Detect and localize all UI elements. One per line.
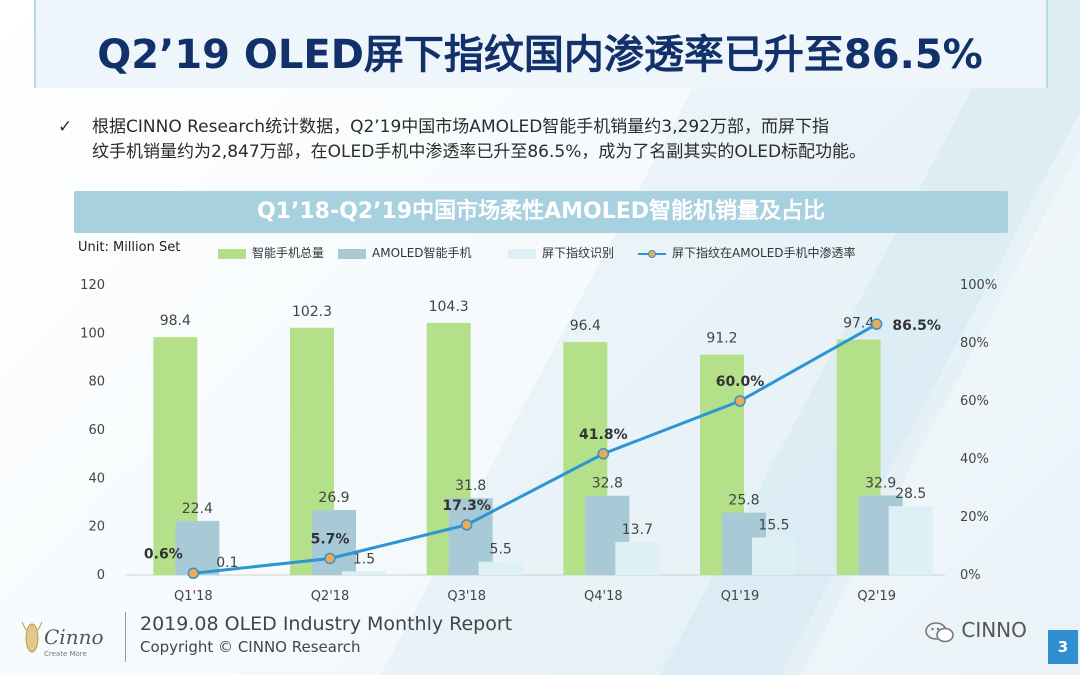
bar-amoled bbox=[175, 520, 220, 575]
page-number: 3 bbox=[1048, 630, 1078, 664]
unit-label: Unit: Million Set bbox=[78, 240, 181, 255]
bar-fingerprint bbox=[342, 571, 386, 575]
data-label-amoled: 26.9 bbox=[318, 490, 349, 506]
x-tick-label: Q3'18 bbox=[447, 589, 486, 604]
y-tick-label: 120 bbox=[80, 278, 105, 293]
penetration-point bbox=[187, 567, 200, 580]
footer-divider bbox=[125, 612, 126, 662]
data-label-fingerprint: 13.7 bbox=[622, 522, 653, 538]
y-tick-label: 80 bbox=[88, 375, 105, 390]
y2-tick-label: 60% bbox=[960, 394, 989, 409]
penetration-point bbox=[597, 448, 610, 460]
logo-text: Cinno bbox=[44, 625, 104, 649]
legend-item: 屏下指纹识别 bbox=[508, 244, 614, 261]
wechat-icon bbox=[925, 621, 954, 642]
penetration-label: 86.5% bbox=[892, 318, 941, 334]
penetration-label: 60.0% bbox=[716, 374, 765, 390]
data-label-fingerprint: 15.5 bbox=[758, 518, 789, 534]
bar-amoled bbox=[312, 509, 356, 575]
y-tick-label: 100 bbox=[80, 326, 105, 341]
penetration-line bbox=[193, 322, 878, 575]
penetration-label: 41.8% bbox=[579, 427, 628, 443]
y2-tick-label: 100% bbox=[960, 278, 997, 293]
data-label-total: 97.4 bbox=[843, 316, 874, 332]
legend-swatch bbox=[218, 248, 246, 259]
x-tick-label: Q2'18 bbox=[311, 589, 350, 604]
legend-item: AMOLED智能手机 bbox=[338, 244, 472, 261]
cinno-logo: Cinno Create More bbox=[21, 621, 104, 658]
penetration-point bbox=[870, 318, 883, 330]
data-label-amoled: 31.8 bbox=[455, 478, 486, 494]
legend-swatch bbox=[338, 248, 366, 259]
legend-swatch bbox=[508, 248, 536, 259]
data-label-fingerprint: 5.5 bbox=[490, 542, 512, 558]
legend-label: 屏下指纹在AMOLED手机中渗透率 bbox=[672, 246, 856, 260]
y2-tick-label: 0% bbox=[960, 568, 981, 583]
copyright: Copyright © CINNO Research bbox=[140, 638, 361, 656]
data-label-amoled: 32.9 bbox=[865, 475, 896, 491]
data-label-total: 91.2 bbox=[706, 331, 737, 347]
penetration-label: 17.3% bbox=[442, 498, 491, 514]
page-title: Q2’19 OLED屏下指纹国内渗透率已升至86.5% bbox=[97, 32, 983, 78]
legend-label: 智能手机总量 bbox=[252, 246, 325, 260]
data-label-amoled: 32.8 bbox=[592, 476, 623, 492]
data-label-fingerprint: 0.1 bbox=[216, 555, 238, 571]
y-tick-label: 0 bbox=[97, 568, 105, 583]
chart-title-banner: Q1’18-Q2’19中国市场柔性AMOLED智能机销量及占比 bbox=[74, 191, 1008, 233]
penetration-label: 5.7% bbox=[311, 531, 350, 547]
x-tick-label: Q1'19 bbox=[721, 589, 760, 604]
data-label-amoled: 25.8 bbox=[728, 493, 759, 509]
data-label-total: 96.4 bbox=[570, 318, 601, 334]
y-tick-label: 60 bbox=[88, 423, 105, 438]
penetration-label: 0.6% bbox=[144, 546, 183, 562]
bar-fingerprint bbox=[752, 537, 796, 575]
y-tick-label: 40 bbox=[88, 471, 105, 486]
y2-tick-label: 40% bbox=[960, 452, 989, 467]
y-tick-label: 20 bbox=[88, 520, 105, 535]
legend-item: 智能手机总量 bbox=[218, 244, 324, 261]
data-label-fingerprint: 28.5 bbox=[895, 486, 926, 502]
chart-title: Q1’18-Q2’19中国市场柔性AMOLED智能机销量及占比 bbox=[256, 199, 826, 224]
bar-fingerprint bbox=[888, 506, 933, 575]
legend-label: 屏下指纹识别 bbox=[542, 246, 615, 260]
data-label-total: 104.3 bbox=[429, 299, 469, 315]
data-label-total: 102.3 bbox=[292, 304, 332, 320]
penetration-point bbox=[734, 395, 746, 407]
x-tick-label: Q2'19 bbox=[857, 589, 896, 604]
logo-cicada-icon bbox=[25, 623, 39, 653]
wechat-badge: CINNO bbox=[925, 618, 1027, 643]
description: ✓ 根据CINNO Research统计数据，Q2’19中国市场AMOLED智能… bbox=[58, 115, 1028, 165]
x-tick-label: Q4'18 bbox=[584, 589, 623, 604]
y2-tick-label: 20% bbox=[960, 510, 989, 525]
title-panel bbox=[34, 0, 1048, 88]
x-tick-label: Q1'18 bbox=[174, 589, 213, 604]
data-label-amoled: 22.4 bbox=[182, 501, 213, 517]
check-icon: ✓ bbox=[58, 117, 73, 137]
penetration-point bbox=[460, 519, 473, 531]
data-label-total: 98.4 bbox=[160, 313, 191, 329]
wechat-label: CINNO bbox=[961, 618, 1027, 642]
description-line: 根据CINNO Research统计数据，Q2’19中国市场AMOLED智能手机… bbox=[92, 117, 829, 137]
legend-line-swatch bbox=[638, 249, 666, 259]
description-line: 纹手机销量约为2,847万部，在OLED手机中渗透率已升至86.5%，成为了名副… bbox=[92, 142, 867, 162]
bar-fingerprint bbox=[478, 561, 523, 575]
legend-item: 屏下指纹在AMOLED手机中渗透率 bbox=[638, 244, 856, 261]
y2-tick-label: 80% bbox=[960, 336, 989, 351]
data-label-fingerprint: 1.5 bbox=[353, 551, 375, 567]
bar-fingerprint bbox=[615, 541, 660, 575]
logo-tagline: Create More bbox=[44, 650, 87, 658]
report-title: 2019.08 OLED Industry Monthly Report bbox=[140, 613, 513, 635]
legend-label: AMOLED智能手机 bbox=[372, 246, 472, 260]
penetration-point bbox=[324, 552, 336, 565]
